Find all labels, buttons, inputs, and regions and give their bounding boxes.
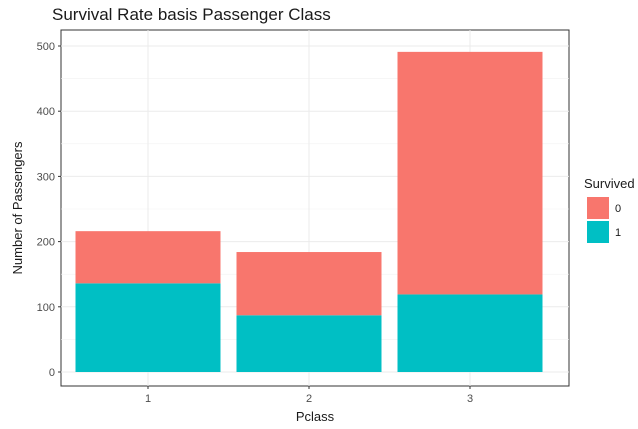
y-axis-ticks: 0 100 200 300 400 500: [37, 41, 61, 379]
bar-pclass-1-survived-0: [75, 231, 221, 284]
x-axis-label: Pclass: [296, 409, 335, 424]
chart-title: Survival Rate basis Passenger Class: [52, 5, 331, 24]
y-tick-label: 400: [37, 106, 55, 118]
bar-pclass-2-survived-0: [236, 252, 382, 316]
bar-pclass-3-survived-0: [397, 51, 543, 295]
x-tick-label: 1: [145, 393, 151, 405]
bar-pclass-3-survived-1: [397, 294, 543, 372]
x-axis-ticks: 1 2 3: [145, 386, 473, 405]
y-tick-label: 200: [37, 237, 55, 249]
y-tick-label: 0: [49, 367, 55, 379]
legend-key-0: [587, 197, 609, 219]
legend-label-0: 0: [615, 203, 621, 215]
bar-pclass-1-survived-1: [75, 283, 221, 372]
y-tick-label: 100: [37, 302, 55, 314]
legend-label-1: 1: [615, 227, 621, 239]
bar-pclass-2-survived-1: [236, 315, 382, 372]
x-tick-label: 2: [306, 393, 312, 405]
y-tick-label: 300: [37, 171, 55, 183]
legend-key-1: [587, 221, 609, 243]
legend-title: Survived: [584, 176, 635, 191]
y-tick-label: 500: [37, 41, 55, 53]
x-tick-label: 3: [467, 393, 473, 405]
legend: Survived 0 1: [584, 176, 635, 243]
y-axis-label: Number of Passengers: [10, 141, 25, 274]
bars: [75, 51, 543, 372]
